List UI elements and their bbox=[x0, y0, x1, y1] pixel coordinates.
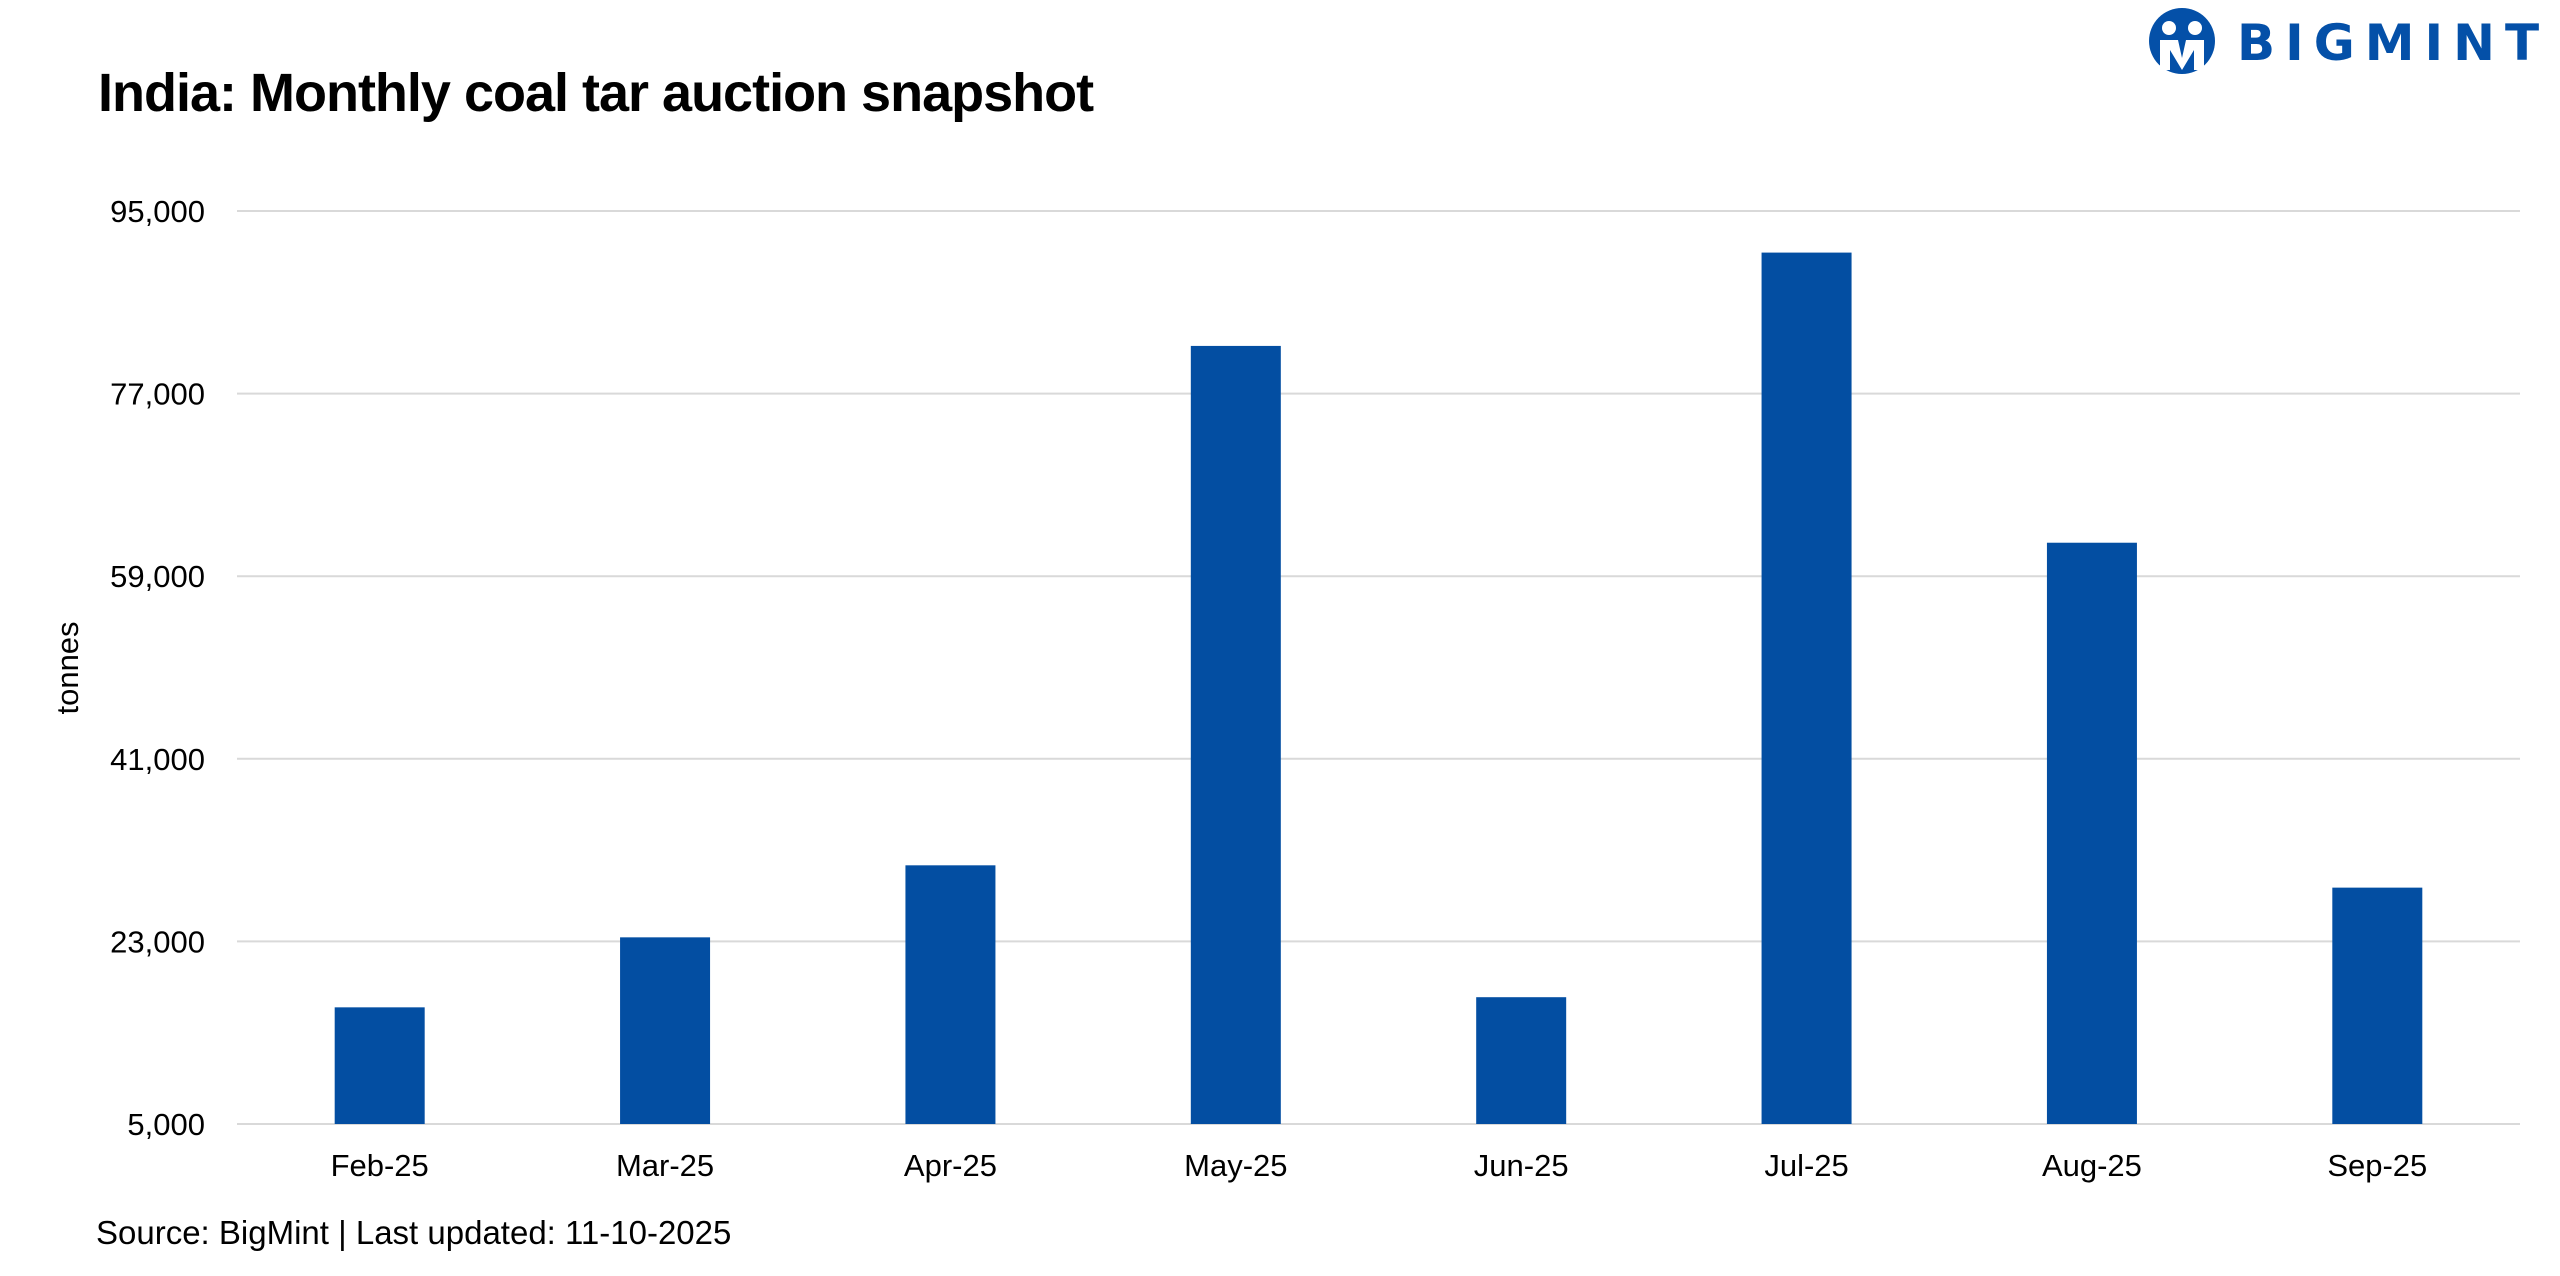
x-tick-label: Jun-25 bbox=[1474, 1148, 1569, 1183]
bar-feb-25 bbox=[334, 1007, 425, 1124]
bar-apr-25 bbox=[905, 865, 996, 1124]
x-tick-label: Jul-25 bbox=[1764, 1148, 1848, 1183]
source-note: Source: BigMint | Last updated: 11-10-20… bbox=[96, 1214, 732, 1251]
bar-may-25 bbox=[1190, 345, 1281, 1124]
y-tick-label: 59,000 bbox=[110, 559, 205, 594]
bar-aug-25 bbox=[2046, 542, 2137, 1124]
x-tick-label: Apr-25 bbox=[904, 1148, 997, 1183]
chart-title: India: Monthly coal tar auction snapshot bbox=[98, 63, 1094, 123]
x-tick-label: Sep-25 bbox=[2327, 1148, 2427, 1183]
bar-sep-25 bbox=[2332, 887, 2423, 1124]
y-tick-label: 95,000 bbox=[110, 194, 205, 229]
y-tick-label: 23,000 bbox=[110, 924, 205, 959]
y-tick-label: 77,000 bbox=[110, 377, 205, 412]
x-tick-label: Aug-25 bbox=[2042, 1148, 2142, 1183]
y-tick-label: 5,000 bbox=[127, 1107, 205, 1142]
x-tick-label: Feb-25 bbox=[331, 1148, 429, 1183]
brand-name: BIGMINT bbox=[2237, 14, 2550, 72]
bar-jul-25 bbox=[1761, 252, 1852, 1124]
x-tick-label: May-25 bbox=[1184, 1148, 1287, 1183]
y-axis-label: tonnes bbox=[50, 621, 85, 714]
bar-jun-25 bbox=[1476, 997, 1567, 1124]
y-tick-label: 41,000 bbox=[110, 742, 205, 777]
x-tick-label: Mar-25 bbox=[616, 1148, 714, 1183]
bigmint-logo: BIGMINT bbox=[2145, 6, 2549, 80]
bigmint-logo-icon bbox=[2149, 8, 2215, 74]
bar-mar-25 bbox=[620, 937, 711, 1124]
